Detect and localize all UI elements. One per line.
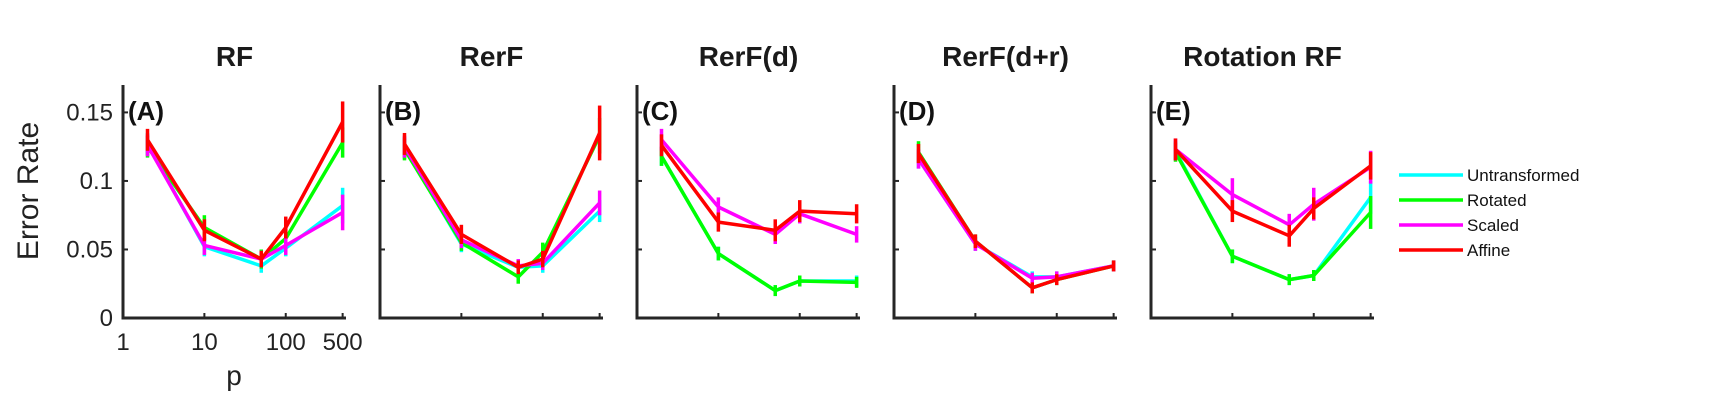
x-axis-label: p bbox=[226, 360, 242, 391]
panel-title: RF bbox=[216, 41, 253, 72]
series-line bbox=[145, 144, 344, 261]
panel-title: RerF bbox=[460, 41, 524, 72]
series-affine bbox=[1173, 138, 1373, 247]
series-affine bbox=[402, 105, 602, 275]
series-scaled bbox=[916, 149, 1116, 284]
y-tick-label: 0 bbox=[100, 305, 113, 332]
panel-label: (D) bbox=[899, 96, 935, 126]
series-line bbox=[403, 145, 601, 268]
legend-label: Rotated bbox=[1467, 191, 1527, 210]
panel-1: 0 0.05 0.1 0.15 1 10 100 500 RF (A) bbox=[66, 41, 362, 356]
x-tick-label: 1 bbox=[116, 329, 129, 356]
series-line bbox=[402, 147, 601, 270]
y-tick-label: 0.15 bbox=[66, 99, 113, 126]
series-line bbox=[917, 158, 1114, 281]
series-line bbox=[403, 134, 602, 279]
chart-panels: 0 0.05 0.1 0.15 1 10 100 500 RF (A) RerF (B) RerF(d)… bbox=[66, 41, 1374, 356]
legend-label: Scaled bbox=[1467, 216, 1519, 235]
x-tick-label: 500 bbox=[323, 329, 363, 356]
legend-item-untransformed: Untransformed bbox=[1399, 166, 1579, 185]
series-line bbox=[660, 144, 857, 233]
panel-4: RerF(d+r)(D) bbox=[892, 41, 1117, 320]
series-line bbox=[146, 141, 345, 261]
panel-label: (B) bbox=[385, 96, 421, 126]
panel-label: (C) bbox=[642, 96, 678, 126]
x-tick-label: 10 bbox=[191, 329, 218, 356]
series-affine bbox=[145, 101, 345, 268]
series-untransformed bbox=[916, 149, 1116, 283]
legend-label: Affine bbox=[1467, 241, 1510, 260]
legend-item-rotated: Rotated bbox=[1399, 191, 1527, 210]
panel-5: Rotation RF (E) bbox=[1149, 41, 1374, 320]
x-tick-label: 100 bbox=[266, 329, 306, 356]
panel-2: RerF (B) bbox=[378, 41, 603, 320]
panel-title: RerF(d) bbox=[699, 41, 799, 72]
y-axis-label: Error Rate bbox=[12, 122, 45, 260]
series-affine bbox=[659, 134, 859, 242]
series-rotated bbox=[659, 146, 859, 297]
panel-label: (A) bbox=[128, 96, 164, 126]
series-affine bbox=[916, 143, 1116, 294]
legend-item-affine: Affine bbox=[1399, 241, 1510, 260]
legend-item-scaled: Scaled bbox=[1399, 216, 1519, 235]
series-rotated bbox=[1173, 142, 1373, 286]
y-tick-label: 0.05 bbox=[66, 236, 113, 263]
legend-label: Untransformed bbox=[1467, 166, 1579, 185]
series-untransformed bbox=[402, 137, 602, 275]
series-scaled bbox=[145, 134, 345, 268]
panel-title: RerF(d+r) bbox=[942, 41, 1069, 72]
panel-label: (E) bbox=[1156, 96, 1191, 126]
series-untransformed bbox=[659, 146, 859, 297]
series-line bbox=[917, 158, 1114, 279]
panel-title: Rotation RF bbox=[1183, 41, 1342, 72]
series-line bbox=[145, 143, 344, 268]
y-tick-label: 0.1 bbox=[80, 168, 113, 195]
series-scaled bbox=[402, 135, 602, 273]
legend: Untransformed Rotated Scaled Affine bbox=[1399, 166, 1579, 260]
series-line bbox=[1174, 148, 1372, 238]
series-untransformed bbox=[1173, 141, 1373, 286]
panel-3: RerF(d) (C) bbox=[635, 41, 860, 320]
